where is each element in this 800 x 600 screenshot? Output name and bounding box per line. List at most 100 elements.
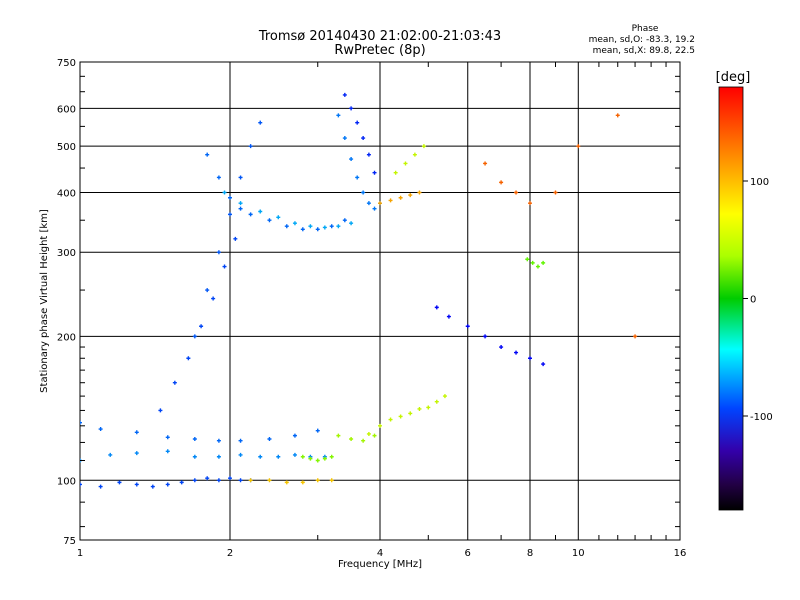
data-point: [514, 350, 519, 355]
data-point: [336, 113, 341, 118]
data-point: [172, 380, 177, 385]
data-point: [205, 476, 210, 481]
data-point: [258, 209, 263, 214]
data-point: [192, 334, 197, 339]
data-point: [248, 144, 253, 149]
data-point: [372, 170, 377, 175]
data-point: [366, 201, 371, 206]
data-point: [165, 482, 170, 487]
colorbar-label: [deg]: [716, 70, 751, 85]
data-point: [98, 484, 103, 489]
data-point: [398, 195, 403, 200]
x-axis-ticks: 1 2 4 6 8 10 16: [77, 62, 687, 559]
data-point: [228, 476, 232, 481]
y-tick-label: 500: [57, 142, 76, 153]
data-point: [300, 454, 305, 459]
phase-stats-o: mean, sd,O: -83.3, 19.2: [589, 35, 695, 45]
data-point: [355, 120, 360, 125]
data-point: [372, 433, 377, 438]
data-point: [192, 436, 197, 441]
data-point: [205, 152, 210, 157]
data-point: [238, 438, 243, 443]
y-tick-label: 75: [63, 536, 76, 547]
colorbar-tick-label: 0: [750, 295, 756, 306]
data-point: [514, 190, 519, 195]
data-point: [541, 260, 546, 265]
data-point: [483, 334, 488, 339]
data-point: [134, 430, 139, 435]
chart-title: Tromsø 20140430 21:02:00-21:03:43: [258, 29, 501, 44]
data-point: [342, 218, 347, 223]
phase-stats-x: mean, sd,X: 89.8, 22.5: [593, 46, 695, 56]
data-point: [329, 478, 334, 483]
data-point: [238, 452, 243, 457]
data-point: [388, 417, 393, 422]
data-point: [165, 435, 170, 440]
data-point: [349, 221, 354, 226]
y-tick-label: 400: [57, 188, 76, 199]
data-point: [329, 224, 334, 229]
colorbar: [718, 86, 744, 511]
data-point: [315, 428, 320, 433]
data-point: [483, 161, 488, 166]
data-point: [80, 420, 82, 425]
data-point: [228, 195, 232, 200]
data-point: [528, 356, 532, 361]
y-tick-label: 100: [57, 476, 76, 487]
chart-subtitle: RwPretec (8p): [334, 43, 425, 58]
data-point: [499, 180, 504, 185]
data-point: [117, 480, 122, 485]
data-point: [284, 480, 289, 485]
data-point: [258, 120, 263, 125]
data-points: [80, 92, 638, 489]
data-point: [292, 452, 297, 457]
data-point: [228, 212, 232, 217]
data-point: [403, 161, 408, 166]
data-point: [315, 458, 320, 463]
data-point: [541, 362, 546, 367]
data-point: [336, 433, 341, 438]
data-point: [336, 224, 341, 229]
x-tick-label: 8: [527, 548, 533, 559]
y-axis-label: Stationary phase Virtual Height [km]: [39, 209, 50, 393]
data-point: [211, 296, 216, 301]
data-point: [222, 190, 227, 195]
data-point: [361, 438, 366, 443]
data-point: [216, 454, 221, 459]
data-point: [553, 190, 558, 195]
data-point: [446, 314, 451, 319]
x-axis-label: Frequency [MHz]: [338, 559, 422, 570]
data-point: [179, 480, 184, 485]
data-point: [408, 193, 413, 198]
data-point: [398, 414, 403, 419]
x-tick-label: 6: [465, 548, 471, 559]
data-point: [535, 264, 540, 269]
data-point: [98, 427, 103, 432]
data-point: [284, 224, 289, 229]
grid-lines: [80, 62, 680, 540]
data-point: [421, 144, 426, 149]
data-point: [267, 218, 272, 223]
data-point: [292, 433, 297, 438]
data-point: [349, 157, 354, 162]
data-point: [615, 113, 620, 118]
data-point: [355, 175, 360, 180]
x-tick-label: 4: [377, 548, 383, 559]
data-point: [315, 227, 320, 232]
y-axis-ticks: 75 100 200 300 400 500 600 750: [57, 58, 680, 547]
data-point: [192, 478, 197, 483]
data-point: [292, 221, 297, 226]
data-point: [349, 436, 354, 441]
data-point: [267, 436, 272, 441]
data-point: [199, 324, 204, 329]
y-tick-label: 750: [57, 58, 76, 69]
data-point: [576, 144, 581, 149]
data-point: [378, 201, 382, 206]
data-point: [361, 190, 366, 195]
data-point: [158, 408, 163, 413]
x-tick-label: 16: [674, 548, 687, 559]
data-point: [186, 356, 191, 361]
data-point: [465, 324, 470, 329]
data-point: [349, 106, 354, 111]
data-point: [150, 484, 155, 489]
